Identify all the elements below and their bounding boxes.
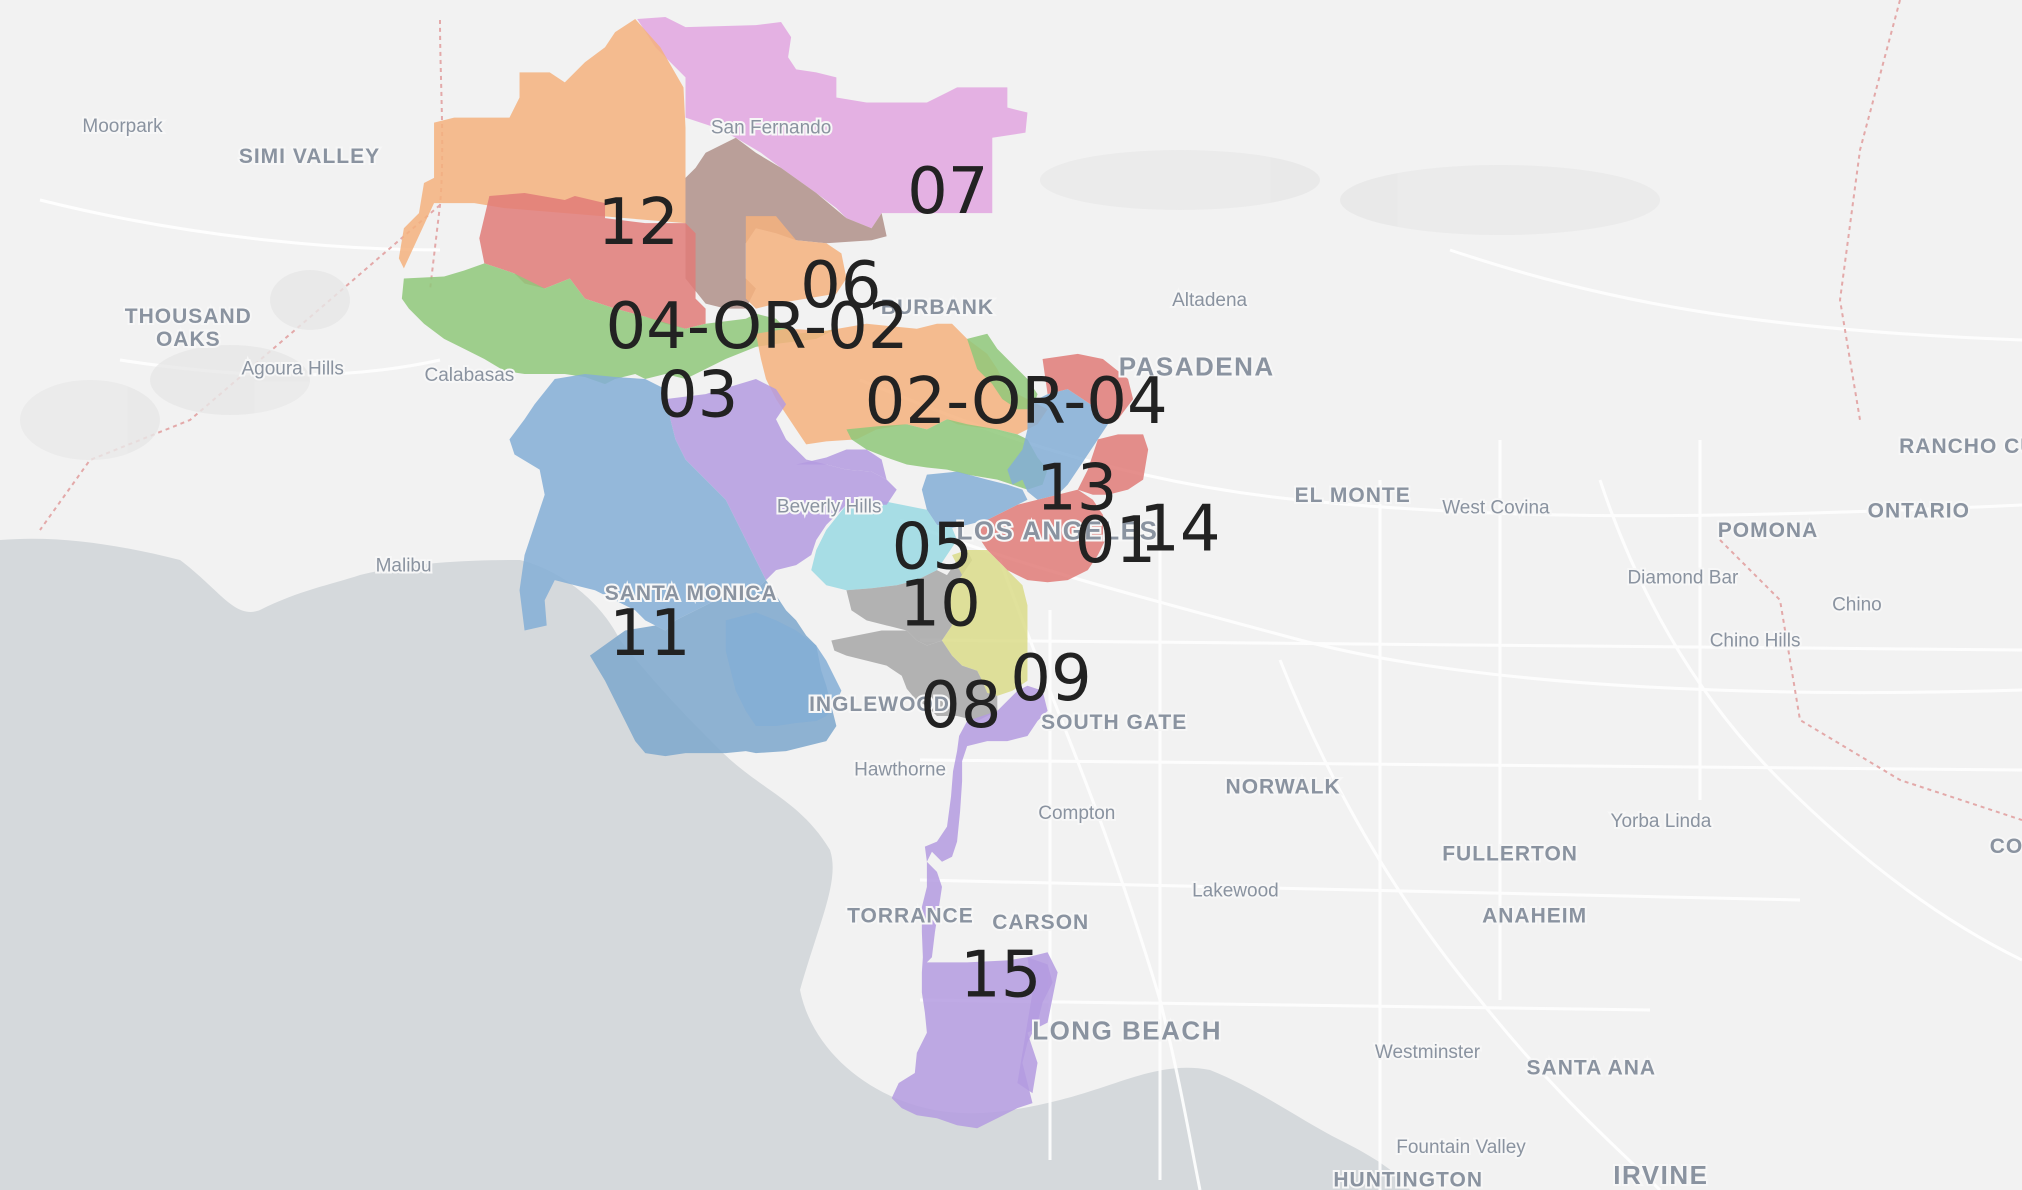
district-label-d03: 03 (657, 359, 738, 433)
district-10[interactable] (846, 550, 973, 646)
place-label-chino-hills: Chino Hills (1710, 631, 1801, 652)
district-label-d12: 12 (598, 186, 679, 260)
place-label-westminster: Westminster (1375, 1042, 1481, 1063)
place-label-hawthorne: Hawthorne (854, 759, 946, 780)
district-11[interactable] (509, 374, 766, 631)
place-label-el-monte: EL MONTE (1295, 484, 1411, 507)
place-label-inglewood: INGLEWOOD (809, 693, 950, 716)
district-05-purple-b[interactable] (796, 449, 887, 480)
place-label-huntington: HUNTINGTON (1333, 1169, 1483, 1190)
district-layer (398, 17, 1149, 1129)
place-label-altadena: Altadena (1172, 290, 1247, 311)
place-label-santa-monica: SANTA MONICA (605, 582, 778, 605)
hill-texture (20, 150, 1660, 460)
district-13[interactable] (1007, 389, 1108, 500)
district-04-or-02[interactable] (479, 193, 706, 329)
place-label-torrance: TORRANCE (847, 904, 974, 927)
district-green-strip[interactable] (967, 333, 1038, 410)
district-08[interactable] (831, 630, 998, 721)
district-label-d10: 10 (899, 567, 980, 641)
place-label-south-gate: SOUTH GATE (1041, 711, 1187, 734)
place-label-diamond-bar: Diamond Bar (1627, 567, 1739, 588)
place-label-long-beach: LONG BEACH (1032, 1016, 1222, 1046)
district-label-d02-or-04: 02-OR-04 (865, 365, 1168, 439)
district-09[interactable] (941, 550, 1028, 696)
district-07[interactable] (637, 17, 1028, 229)
place-label-moorpark: Moorpark (82, 116, 163, 137)
district-label-d09: 09 (1010, 642, 1091, 716)
place-label-rancho-cu: RANCHO CU (1899, 435, 2022, 458)
district-03[interactable] (401, 263, 837, 385)
place-label-fountain-valley: Fountain Valley (1396, 1137, 1526, 1158)
place-label-co: CO (1990, 835, 2022, 858)
place-label-irvine: IRVINE (1613, 1160, 1708, 1190)
place-label-ontario: ONTARIO (1868, 500, 1970, 523)
district-11-south[interactable] (725, 612, 842, 727)
place-label-chino: Chino (1832, 594, 1882, 615)
place-label-agoura-hills: Agoura Hills (241, 358, 343, 379)
district-15[interactable] (891, 685, 1053, 1129)
district-05-purple[interactable] (665, 379, 897, 581)
place-label-norwalk: NORWALK (1226, 776, 1341, 799)
district-label-d04-or-02: 04-OR-02 (605, 290, 908, 364)
district-label-d08: 08 (920, 669, 1001, 743)
place-label-compton: Compton (1038, 803, 1115, 824)
district-12[interactable] (398, 19, 686, 269)
district-label-d11: 11 (609, 597, 690, 671)
place-label-san-fernando: San Fernando (711, 117, 831, 138)
place-label-layer: Moorpark SIMI VALLEY San Fernando BURBANK Al… (80, 114, 2022, 1190)
district-05[interactable] (811, 499, 958, 591)
place-label-anaheim: ANAHEIM (1482, 904, 1587, 927)
place-label-thousand-oaks-1: THOUSAND (125, 305, 252, 328)
district-label-d06: 06 (800, 249, 881, 323)
place-label-lakewood: Lakewood (1192, 881, 1279, 902)
ocean (0, 538, 1410, 1190)
district-label-d07: 07 (907, 155, 988, 229)
place-label-fullerton: FULLERTON (1442, 843, 1578, 866)
district-15-south[interactable] (1017, 952, 1058, 1094)
district-label-d15: 15 (960, 939, 1041, 1013)
place-label-carson: CARSON (992, 911, 1089, 934)
district-label-d14: 14 (1139, 493, 1220, 567)
place-label-calabasas: Calabasas (425, 365, 515, 386)
district-label-d01: 01 (1075, 504, 1156, 578)
place-label-malibu: Malibu (376, 556, 432, 577)
place-label-beverly-hills: Beverly Hills (777, 496, 882, 517)
district-01[interactable] (977, 489, 1108, 583)
place-label-thousand-oaks-2: OAKS (156, 328, 221, 351)
place-label-santa-ana: SANTA ANA (1527, 1057, 1657, 1080)
district-label-d13: 13 (1036, 451, 1117, 525)
place-label-simi-valley: SIMI VALLEY (239, 145, 380, 168)
place-label-pasadena: PASADENA (1119, 352, 1275, 382)
district-14-east[interactable] (1077, 434, 1149, 495)
county-boundaries (39, 0, 2022, 821)
place-label-pomona: POMONA (1718, 519, 1819, 542)
place-label-west-covina: West Covina (1442, 498, 1550, 519)
place-label-burbank: BURBANK (881, 296, 994, 319)
place-label-yorba-linda: Yorba Linda (1611, 811, 1712, 832)
district-06-orange[interactable] (745, 216, 847, 309)
place-label-los-angeles: LOS ANGELES (956, 516, 1158, 546)
district-14[interactable] (1042, 353, 1134, 425)
district-01-blue[interactable] (921, 471, 1028, 528)
district-label-d05: 05 (892, 511, 973, 585)
district-06[interactable] (685, 137, 887, 309)
district-04-or-02-green[interactable] (846, 419, 1048, 490)
